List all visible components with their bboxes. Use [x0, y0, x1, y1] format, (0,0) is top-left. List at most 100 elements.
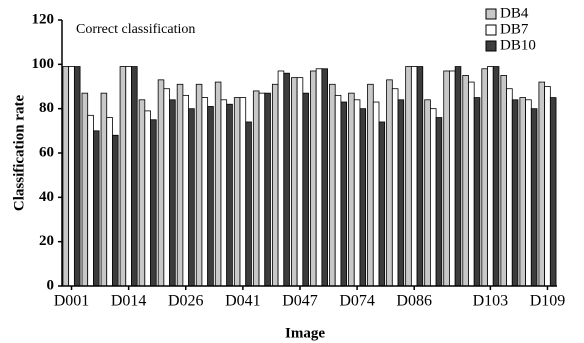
bar: [530, 108, 538, 287]
bar: [315, 68, 323, 287]
x-tick-label: D109: [530, 293, 566, 310]
bar: [429, 108, 437, 287]
bar: [182, 94, 190, 287]
bar: [138, 99, 146, 287]
bar: [353, 99, 361, 287]
bar: [264, 92, 271, 287]
bar: [87, 114, 94, 287]
y-axis-label: Classification rate: [11, 95, 27, 212]
y-tick-label: 40: [39, 189, 54, 205]
bar: [220, 99, 228, 287]
bar: [538, 81, 546, 287]
bar: [125, 66, 132, 287]
bar: [391, 88, 399, 287]
bar: [201, 97, 209, 287]
bar: [93, 130, 100, 287]
y-tick-label: 60: [39, 144, 54, 160]
bar: [367, 83, 374, 287]
bar: [106, 117, 113, 287]
bar: [492, 66, 500, 287]
chart-title: Correct classification: [76, 22, 195, 37]
bar: [119, 66, 127, 287]
bar: [100, 92, 108, 287]
bar: [169, 99, 176, 287]
bar: [296, 77, 304, 287]
bar: [188, 108, 195, 287]
bar: [321, 68, 328, 287]
bar: [144, 110, 151, 287]
bar: [397, 99, 405, 287]
legend-label: DB7: [500, 21, 529, 37]
legend-label: DB10: [500, 37, 536, 53]
bar: [157, 79, 165, 287]
bar: [245, 121, 252, 287]
bar: [473, 97, 481, 287]
bar: [410, 66, 418, 287]
bar: [416, 66, 424, 287]
bar: [283, 72, 290, 287]
bar: [62, 66, 70, 287]
bar: [506, 88, 513, 287]
bar: [334, 94, 342, 287]
bar: [359, 108, 367, 287]
bar: [258, 92, 266, 287]
bar: [405, 66, 412, 287]
legend-swatch: [485, 24, 497, 36]
bar: [340, 101, 348, 287]
bar: [348, 92, 355, 287]
legend-swatch: [485, 8, 497, 20]
x-tick-label: D041: [225, 293, 261, 310]
bar: [372, 101, 380, 287]
bar: [435, 117, 443, 287]
bar: [277, 70, 285, 287]
bar: [525, 99, 532, 287]
bar: [443, 70, 450, 287]
x-axis-label: Image: [285, 325, 325, 341]
bar: [68, 66, 75, 287]
bar: [271, 83, 279, 287]
bar: [112, 134, 119, 287]
y-tick-label: 80: [39, 100, 54, 116]
bar: [131, 66, 138, 287]
bar: [302, 92, 309, 287]
bar: [233, 97, 241, 287]
x-tick-label: D014: [111, 293, 147, 310]
x-tick-label: D086: [396, 293, 432, 310]
bar: [468, 81, 475, 287]
y-tick-label: 100: [32, 56, 55, 72]
x-tick-label: D103: [473, 293, 509, 310]
bar: [176, 83, 184, 287]
bar: [195, 83, 203, 287]
bar: [73, 66, 81, 287]
bar: [500, 75, 507, 287]
bar: [150, 119, 157, 287]
bar: [519, 97, 526, 287]
bar: [214, 81, 222, 287]
bar: [207, 106, 214, 287]
y-tick-label: 20: [39, 233, 54, 249]
x-tick-label: D074: [339, 293, 375, 310]
bar: [378, 121, 386, 287]
bar: [163, 88, 170, 287]
x-tick-label: D047: [282, 293, 318, 310]
legend-swatch: [485, 40, 497, 52]
bar: [454, 66, 462, 287]
bar: [329, 83, 336, 287]
bar: [386, 79, 393, 287]
x-tick-label: D001: [54, 293, 90, 310]
legend-label: DB4: [500, 5, 529, 21]
bar: [291, 77, 298, 287]
bar: [549, 97, 557, 287]
bar: [252, 90, 260, 287]
bar: [511, 99, 519, 287]
bar: [424, 99, 431, 287]
x-tick-label: D026: [168, 293, 204, 310]
bar: [544, 86, 551, 287]
y-tick-label: 0: [47, 277, 55, 293]
bar: [449, 70, 456, 287]
bar: [310, 70, 317, 287]
bar: [462, 75, 469, 287]
bar: [239, 97, 247, 287]
bar: [81, 92, 89, 287]
